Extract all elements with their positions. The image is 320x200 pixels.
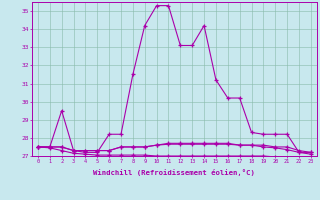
X-axis label: Windchill (Refroidissement éolien,°C): Windchill (Refroidissement éolien,°C) bbox=[93, 169, 255, 176]
